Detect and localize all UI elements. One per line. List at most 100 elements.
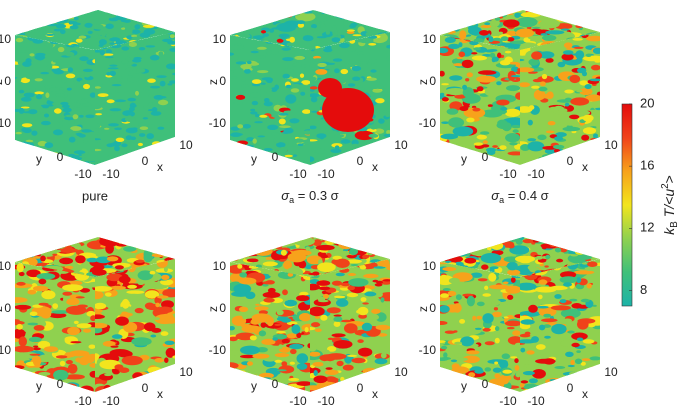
texture-blob — [165, 20, 169, 25]
texture-blob — [467, 247, 473, 251]
texture-blob — [261, 322, 267, 328]
texture-blob — [545, 255, 550, 259]
texture-blob — [166, 19, 176, 25]
texture-blob — [280, 13, 288, 17]
texture-blob — [251, 321, 258, 325]
texture-blob — [345, 63, 356, 67]
texture-blob — [254, 247, 273, 256]
texture-blob — [454, 28, 460, 32]
axis-text: -10 — [317, 394, 335, 408]
texture-blob — [587, 242, 602, 249]
texture-blob — [131, 337, 151, 346]
texture-blob — [582, 247, 588, 249]
texture-blob — [143, 237, 149, 242]
texture-blob — [478, 278, 488, 281]
texture-blob — [152, 237, 160, 243]
texture-blob — [68, 364, 78, 374]
texture-blob — [456, 294, 462, 300]
texture-blob — [315, 316, 321, 319]
texture-blob — [127, 239, 141, 247]
texture-blob — [321, 10, 325, 14]
texture-blob — [562, 237, 569, 242]
texture-blob — [30, 53, 35, 56]
texture-blob — [290, 362, 295, 365]
texture-blob — [593, 17, 603, 21]
texture-blob — [314, 376, 328, 384]
texture-blob — [46, 34, 55, 36]
texture-blob — [40, 256, 46, 262]
axis-text: 0 — [219, 301, 226, 315]
axis-text: x — [582, 387, 588, 401]
texture-blob — [335, 155, 340, 157]
texture-blob — [377, 153, 382, 157]
texture-blob — [18, 51, 30, 53]
texture-blob — [591, 65, 601, 71]
texture-blob — [116, 244, 126, 247]
texture-blob — [36, 94, 42, 99]
texture-blob — [483, 140, 488, 144]
texture-blob — [85, 115, 94, 119]
texture-blob — [349, 25, 356, 28]
texture-blob — [115, 265, 124, 269]
cube-face — [301, 258, 401, 397]
texture-blob — [503, 19, 520, 27]
axis-text: 0 — [357, 381, 364, 395]
panel-caption: σa = 0.3 σ — [281, 188, 338, 205]
texture-blob — [574, 47, 584, 49]
texture-blob — [318, 300, 329, 302]
texture-blob — [464, 105, 470, 108]
texture-blob — [370, 69, 376, 72]
texture-blob — [536, 321, 542, 324]
texture-blob — [100, 50, 105, 56]
texture-blob — [123, 20, 130, 23]
texture-blob — [229, 326, 235, 330]
texture-blob — [589, 12, 594, 18]
texture-blob — [109, 15, 114, 18]
texture-blob — [376, 281, 383, 284]
texture-blob — [79, 134, 86, 138]
axis-text: y — [36, 379, 42, 393]
texture-blob — [288, 141, 293, 147]
texture-blob — [333, 58, 342, 61]
texture-blob — [484, 286, 488, 290]
axis-text: -10 — [74, 394, 92, 408]
texture-blob — [117, 10, 126, 16]
texture-blob — [357, 51, 365, 55]
cube-face — [434, 33, 525, 169]
texture-blob — [116, 138, 125, 142]
texture-blob — [370, 314, 379, 320]
axis-text: -10 — [527, 167, 545, 181]
axis-text: 0 — [57, 377, 64, 391]
texture-blob — [369, 156, 379, 159]
texture-blob — [34, 24, 44, 29]
texture-blob — [255, 35, 262, 40]
texture-blob — [158, 127, 165, 130]
texture-blob — [306, 247, 311, 251]
texture-blob — [65, 52, 74, 57]
texture-blob — [368, 43, 376, 46]
texture-blob — [542, 154, 554, 159]
texture-blob — [363, 243, 370, 248]
texture-blob — [571, 60, 581, 63]
texture-blob — [573, 9, 577, 12]
axis-text: 0 — [142, 154, 149, 168]
texture-blob — [504, 8, 510, 14]
texture-blob — [155, 96, 167, 99]
axis-text: 0 — [482, 150, 489, 164]
texture-blob — [104, 308, 121, 316]
texture-blob — [316, 245, 335, 251]
texture-blob — [517, 339, 536, 343]
texture-blob — [459, 52, 466, 58]
texture-blob — [150, 86, 160, 89]
texture-blob — [23, 245, 39, 254]
texture-blob — [259, 153, 268, 157]
texture-blob — [138, 123, 145, 126]
texture-blob — [477, 86, 484, 91]
texture-blob — [454, 342, 462, 345]
texture-blob — [60, 102, 68, 105]
texture-blob — [283, 16, 292, 18]
texture-blob — [330, 149, 341, 153]
texture-blob — [74, 23, 81, 26]
cube-face — [223, 258, 317, 395]
